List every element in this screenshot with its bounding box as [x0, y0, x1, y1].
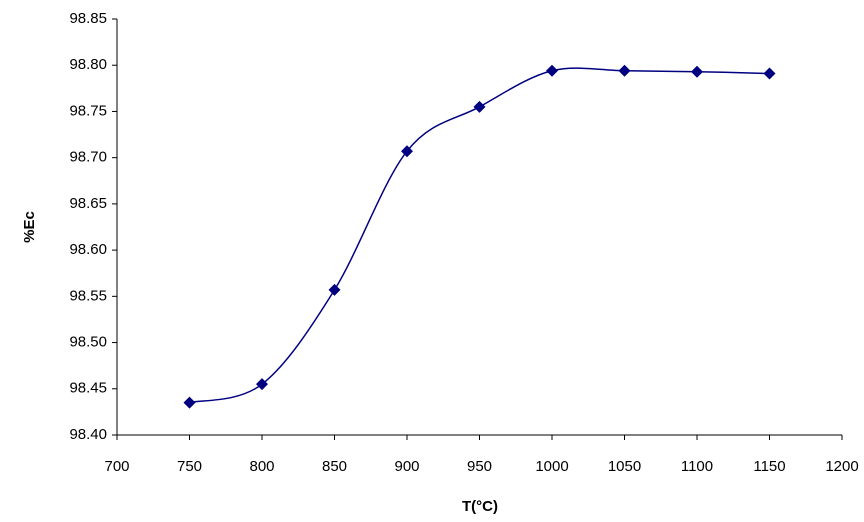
y-tick-label: 98.85 — [69, 10, 107, 27]
x-tick-label: 1200 — [825, 458, 858, 475]
series-line — [189, 67, 770, 404]
x-tick-label: 700 — [104, 458, 129, 475]
y-tick-label: 98.70 — [69, 149, 107, 166]
marker — [328, 283, 341, 296]
y-tick-label: 98.45 — [69, 380, 107, 397]
marker — [691, 65, 703, 78]
y-tick-label: 98.40 — [69, 426, 107, 443]
x-axis-title: T(°C) — [462, 498, 498, 515]
marker — [546, 64, 558, 77]
x-tick-label: 1050 — [608, 458, 641, 475]
x-tick-label: 1000 — [535, 458, 568, 475]
y-tick-label: 98.60 — [69, 241, 107, 258]
x-tick-label: 850 — [322, 458, 347, 475]
x-tick-label: 950 — [467, 458, 492, 475]
y-tick-label: 98.55 — [69, 287, 107, 304]
marker — [256, 378, 268, 391]
y-tick-label: 98.80 — [69, 56, 107, 73]
y-tick-label: 98.75 — [69, 102, 107, 119]
x-tick-label: 900 — [394, 458, 419, 475]
y-tick-label: 98.50 — [69, 334, 107, 351]
marker — [473, 100, 486, 113]
marker — [763, 67, 776, 80]
x-tick-label: 750 — [177, 458, 202, 475]
marker — [401, 145, 413, 158]
y-axis-title: %Ec — [21, 211, 38, 243]
x-tick-label: 800 — [249, 458, 274, 475]
y-tick-label: 98.65 — [69, 195, 107, 212]
x-tick-label: 1100 — [681, 458, 713, 475]
marker — [618, 64, 631, 77]
marker — [183, 396, 196, 409]
x-tick-label: 1150 — [753, 458, 785, 475]
